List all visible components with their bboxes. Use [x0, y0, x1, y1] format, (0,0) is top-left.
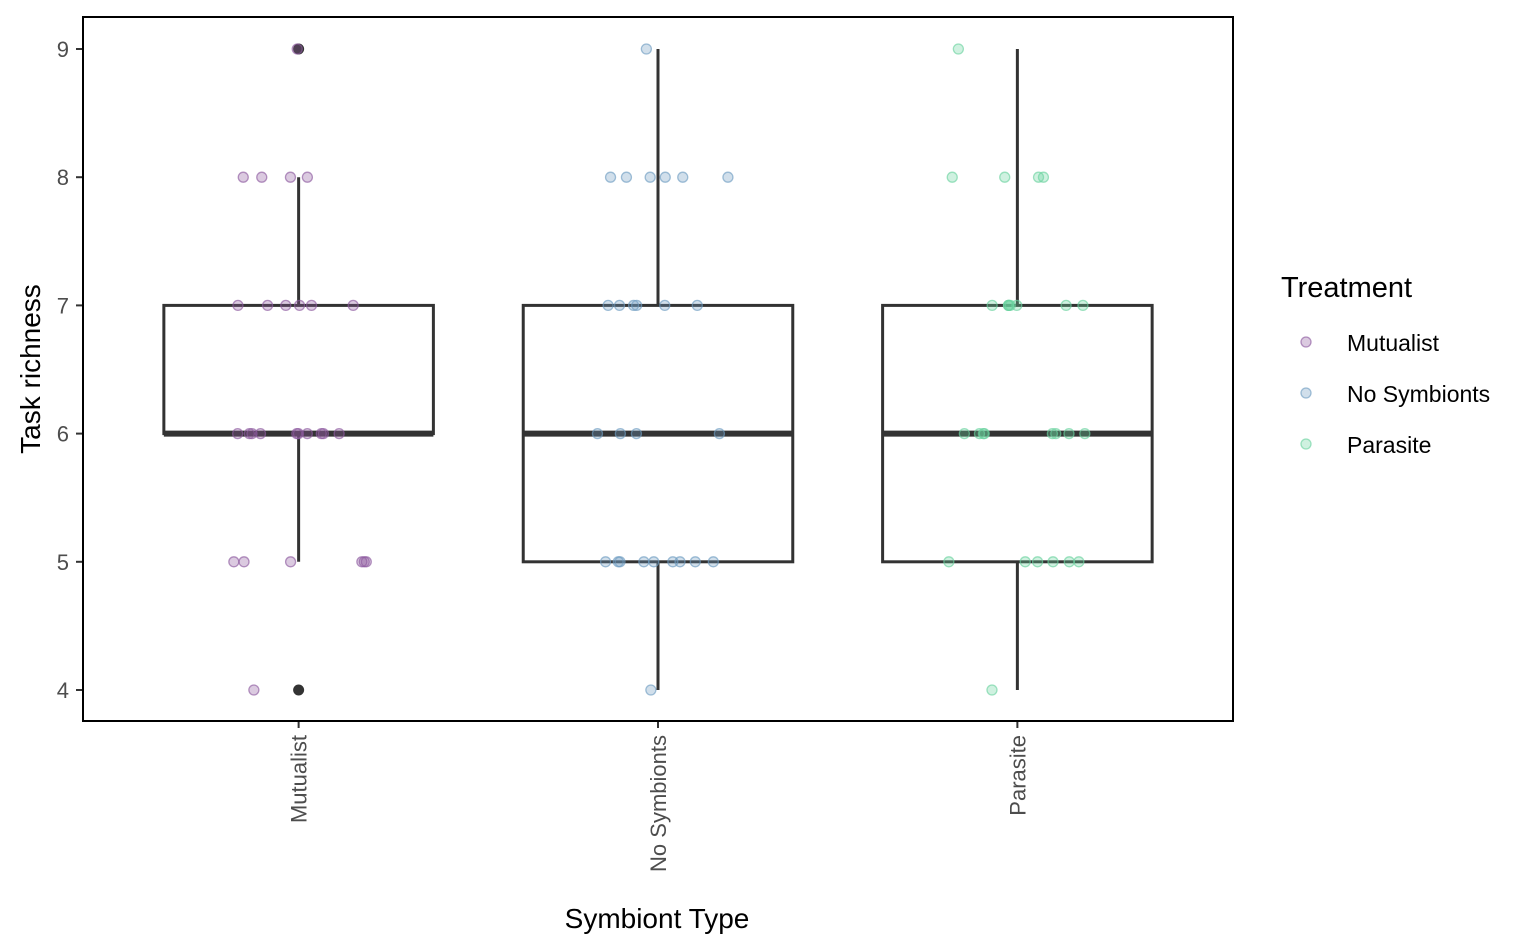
data-point: [620, 171, 633, 183]
data-point: [722, 171, 734, 183]
data-point: [291, 427, 303, 440]
data-point: [301, 171, 314, 183]
data-point: [280, 299, 292, 312]
x-tick-label: Mutualist: [287, 735, 312, 823]
data-point: [713, 427, 726, 440]
data-point: [232, 427, 244, 440]
y-tick-label: 8: [57, 165, 69, 190]
data-point: [237, 171, 249, 183]
data-point: [284, 171, 297, 183]
data-point: [645, 684, 657, 696]
data-point: [630, 427, 643, 440]
data-point: [674, 556, 686, 568]
y-axis: 4 5 6 7 8 9: [57, 37, 83, 703]
data-point: [614, 427, 627, 440]
data-point: [317, 427, 330, 440]
boxes: [162, 43, 1154, 696]
box: [162, 303, 435, 436]
data-point: [358, 556, 370, 568]
data-point: [301, 427, 313, 440]
legend-label: Mutualist: [1347, 330, 1440, 356]
data-point: [691, 299, 703, 312]
legend-title: Treatment: [1281, 272, 1412, 304]
data-point: [952, 43, 965, 55]
data-point: [1063, 556, 1075, 568]
data-point: [291, 43, 303, 55]
data-point: [640, 43, 653, 55]
data-point: [256, 171, 268, 183]
data-point: [999, 171, 1011, 183]
data-point: [599, 556, 612, 568]
data-point: [627, 299, 640, 312]
data-point: [613, 299, 626, 312]
data-point: [689, 556, 701, 568]
data-point: [1073, 556, 1085, 568]
data-point: [677, 171, 689, 183]
data-point: [943, 556, 955, 568]
data-point: [238, 556, 250, 568]
data-point: [986, 299, 998, 312]
data-point: [1002, 299, 1015, 312]
x-tick-label: No Symbionts: [646, 735, 671, 872]
data-point: [604, 171, 617, 183]
jitter-points: [228, 43, 1091, 696]
data-point: [602, 299, 614, 312]
y-tick-label: 5: [57, 550, 69, 575]
data-point: [1077, 299, 1089, 312]
data-point: [1060, 299, 1072, 312]
y-tick-label: 6: [57, 422, 69, 447]
legend-key: [1300, 387, 1312, 399]
data-point: [228, 556, 240, 568]
legend-label: Parasite: [1347, 432, 1431, 458]
legend-key: [1300, 336, 1312, 348]
data-point: [246, 427, 258, 440]
data-point: [707, 556, 719, 568]
data-point: [659, 171, 671, 183]
data-point: [1046, 427, 1059, 440]
legend-key: [1300, 438, 1312, 450]
data-point: [1031, 556, 1044, 568]
data-point: [1047, 556, 1059, 568]
y-tick-label: 4: [57, 678, 69, 703]
data-point: [591, 427, 604, 440]
data-point: [347, 299, 359, 312]
data-point: [612, 556, 624, 568]
data-point: [284, 556, 297, 568]
data-point: [986, 684, 998, 696]
data-point: [958, 427, 971, 440]
data-point: [638, 556, 650, 568]
data-point: [305, 299, 318, 312]
data-point: [1032, 171, 1045, 183]
data-point: [946, 171, 958, 183]
data-point: [261, 299, 274, 312]
legend: Treatment Mutualist No Symbionts Parasite: [1281, 272, 1490, 458]
data-point: [1079, 427, 1091, 440]
data-point: [293, 299, 306, 312]
data-point: [248, 684, 260, 696]
x-axis-title: Symbiont Type: [565, 903, 750, 934]
panel-border: [82, 16, 1234, 722]
x-axis: Mutualist No Symbionts Parasite: [287, 721, 1030, 872]
y-tick-label: 9: [57, 37, 69, 62]
data-point: [1050, 427, 1062, 440]
data-point: [644, 171, 656, 183]
data-point: [1019, 556, 1031, 568]
y-tick-label: 7: [57, 293, 69, 318]
legend-label: No Symbionts: [1347, 381, 1490, 407]
y-axis-title: Task richness: [15, 284, 46, 454]
outlier-point: [293, 684, 305, 696]
data-point: [1063, 427, 1075, 440]
data-point: [978, 427, 990, 440]
data-point: [630, 299, 643, 312]
x-tick-label: Parasite: [1005, 735, 1030, 816]
data-point: [659, 299, 671, 312]
data-point: [333, 427, 345, 440]
data-point: [254, 427, 267, 440]
data-point: [232, 299, 244, 312]
data-point: [648, 556, 660, 568]
